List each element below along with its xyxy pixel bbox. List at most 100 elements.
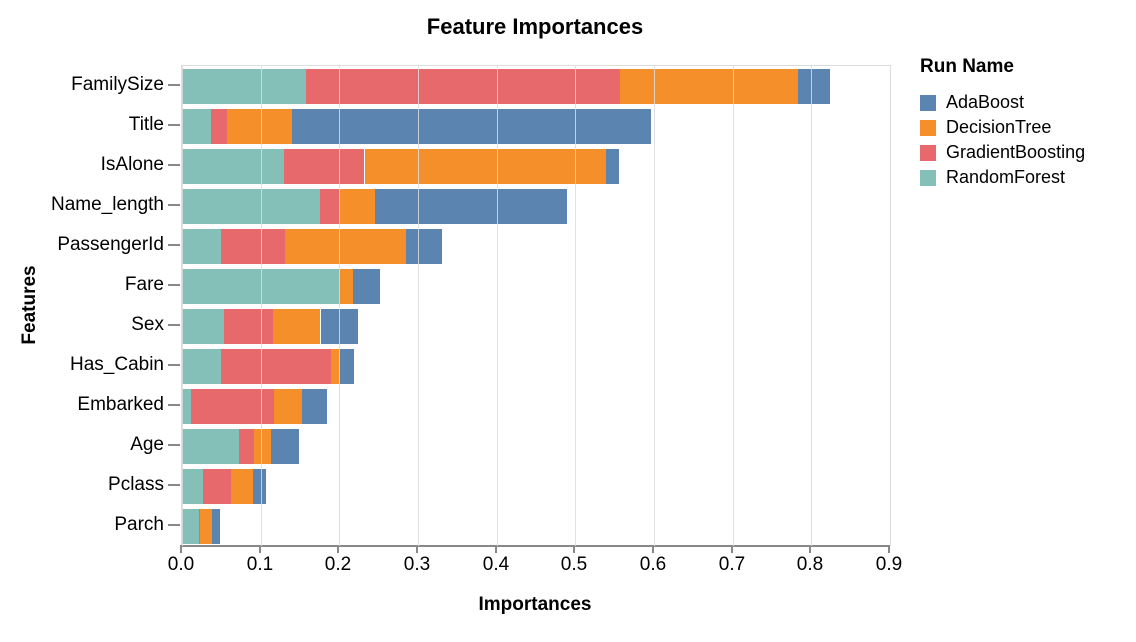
x-tick — [888, 547, 890, 553]
bar-row — [182, 229, 890, 264]
bar-segment — [292, 109, 651, 144]
bar-segment — [190, 389, 275, 424]
bar-segment — [254, 429, 271, 464]
legend-item-label: RandomForest — [946, 167, 1066, 187]
bar-segment — [270, 429, 300, 464]
legend-item-label: DecisionTree — [946, 117, 1052, 137]
gridline — [339, 66, 340, 546]
bar-segment — [340, 269, 353, 304]
gridline — [733, 66, 734, 546]
x-tick-label: 0.0 — [167, 554, 195, 575]
x-tick — [573, 547, 575, 553]
bar-segment — [211, 509, 220, 544]
y-tick — [168, 364, 180, 366]
x-tick-label: 0.7 — [718, 554, 746, 575]
legend-swatch-icon — [920, 94, 936, 111]
bar-segment — [406, 229, 443, 264]
bar-segment — [203, 469, 231, 504]
y-tick-label: Name_length — [50, 194, 164, 215]
bar-segment — [319, 189, 339, 224]
bar-row — [182, 389, 890, 424]
x-tick-label: 0.5 — [560, 554, 588, 575]
bar-segment — [182, 349, 221, 384]
plot-area — [181, 65, 891, 546]
bar-segment — [305, 69, 621, 104]
y-tick — [168, 484, 180, 486]
bar-segment — [182, 149, 285, 184]
bar-segment — [606, 149, 620, 184]
bar-row — [182, 469, 890, 504]
bar-segment — [182, 429, 239, 464]
x-tick — [809, 547, 811, 553]
y-tick-label: FamilySize — [71, 74, 164, 95]
bar-segment — [226, 109, 293, 144]
y-tick — [168, 524, 180, 526]
bar-segment — [211, 109, 227, 144]
bar-segment — [620, 69, 798, 104]
x-tick-label: 0.6 — [639, 554, 667, 575]
y-tick-label: Embarked — [77, 394, 164, 415]
legend-item: RandomForest — [920, 165, 1085, 190]
bar-segment — [182, 229, 222, 264]
bar-segment — [200, 509, 212, 544]
gridline — [497, 66, 498, 546]
legend-item: DecisionTree — [920, 115, 1085, 140]
x-tick-label: 0.3 — [403, 554, 431, 575]
y-tick — [168, 164, 180, 166]
bar-segment — [374, 189, 567, 224]
bar-segment — [338, 189, 375, 224]
bar-segment — [284, 149, 365, 184]
x-tick — [495, 547, 497, 553]
y-tick — [168, 124, 180, 126]
y-tick-label: Parch — [114, 514, 164, 535]
y-tick-label: Fare — [124, 274, 164, 295]
gridline — [654, 66, 655, 546]
y-tick — [168, 244, 180, 246]
y-tick — [168, 284, 180, 286]
gridline — [575, 66, 576, 546]
bar-segment — [274, 389, 303, 424]
y-tick-label: Pclass — [108, 474, 164, 495]
y-tick — [168, 404, 180, 406]
legend-item-label: AdaBoost — [946, 92, 1025, 112]
x-tick — [731, 547, 733, 553]
bar-segment — [352, 269, 381, 304]
gridline — [890, 66, 891, 546]
legend-item: GradientBoosting — [920, 140, 1085, 165]
x-axis-line — [180, 545, 890, 547]
bar-row — [182, 509, 890, 544]
y-tick-label: Has_Cabin — [70, 354, 164, 375]
bar-segment — [238, 429, 255, 464]
x-tick-label: 0.4 — [482, 554, 510, 575]
bar-segment — [230, 469, 253, 504]
bar-row — [182, 69, 890, 104]
y-tick-label: IsAlone — [100, 154, 164, 175]
bar-row — [182, 429, 890, 464]
bar-segment — [182, 309, 224, 344]
bar-segment — [182, 189, 320, 224]
bar-segment — [182, 69, 306, 104]
bar-segment — [182, 509, 199, 544]
legend-item-label: GradientBoosting — [946, 142, 1086, 162]
bar-row — [182, 269, 890, 304]
x-tick-label: 0.9 — [875, 554, 903, 575]
bar-row — [182, 149, 890, 184]
gridline — [418, 66, 419, 546]
x-tick — [259, 547, 261, 553]
y-tick-label: Sex — [131, 314, 164, 335]
x-tick-label: 0.2 — [324, 554, 352, 575]
y-tick — [168, 84, 180, 86]
x-tick — [416, 547, 418, 553]
y-tick — [168, 324, 180, 326]
y-tick-label: Title — [128, 114, 164, 135]
legend-item: AdaBoost — [920, 90, 1085, 115]
x-axis-title: Importances — [478, 594, 592, 615]
bar-segment — [182, 469, 204, 504]
legend-swatch-icon — [920, 169, 936, 186]
y-tick-label: PassengerId — [57, 234, 164, 255]
bar-segment — [339, 349, 355, 384]
gridline — [182, 66, 183, 546]
bar-row — [182, 309, 890, 344]
legend-title: Run Name — [920, 56, 1014, 77]
